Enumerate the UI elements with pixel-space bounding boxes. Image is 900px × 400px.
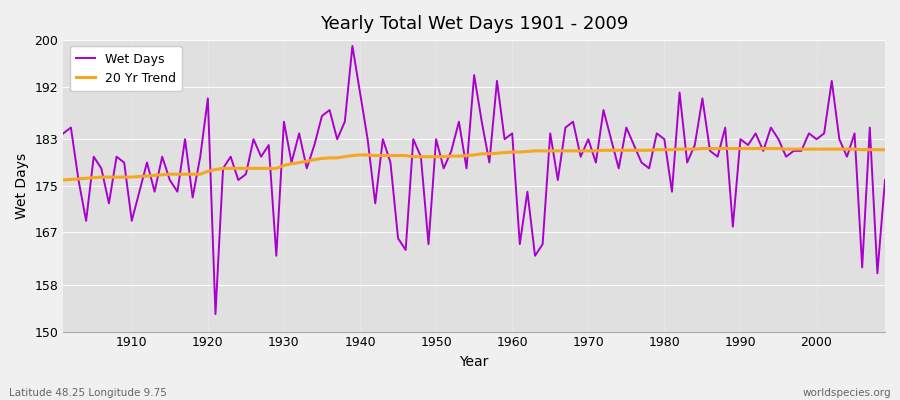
Wet Days [210,312,220,316]
20 Yr Trend [697,146,707,151]
Wet Days [347,44,358,48]
X-axis label: Year: Year [460,355,489,369]
20 Yr Trend [332,156,343,160]
20 Yr Trend [507,150,517,154]
Wet Days [879,178,890,182]
Y-axis label: Wet Days: Wet Days [15,153,29,219]
20 Yr Trend [598,148,609,153]
Text: Latitude 48.25 Longitude 9.75: Latitude 48.25 Longitude 9.75 [9,388,166,398]
Legend: Wet Days, 20 Yr Trend: Wet Days, 20 Yr Trend [69,46,182,91]
Wet Days [58,131,68,136]
Wet Days [522,189,533,194]
20 Yr Trend [286,161,297,166]
Wet Days [613,166,624,171]
20 Yr Trend [58,178,68,182]
Text: worldspecies.org: worldspecies.org [803,388,891,398]
Title: Yearly Total Wet Days 1901 - 2009: Yearly Total Wet Days 1901 - 2009 [320,15,628,33]
Line: Wet Days: Wet Days [63,46,885,314]
Wet Days [293,131,304,136]
Line: 20 Yr Trend: 20 Yr Trend [63,148,885,180]
20 Yr Trend [879,147,890,152]
20 Yr Trend [500,150,510,155]
Wet Days [119,160,130,165]
20 Yr Trend [119,175,130,180]
Wet Days [515,242,526,246]
Wet Days [339,119,350,124]
